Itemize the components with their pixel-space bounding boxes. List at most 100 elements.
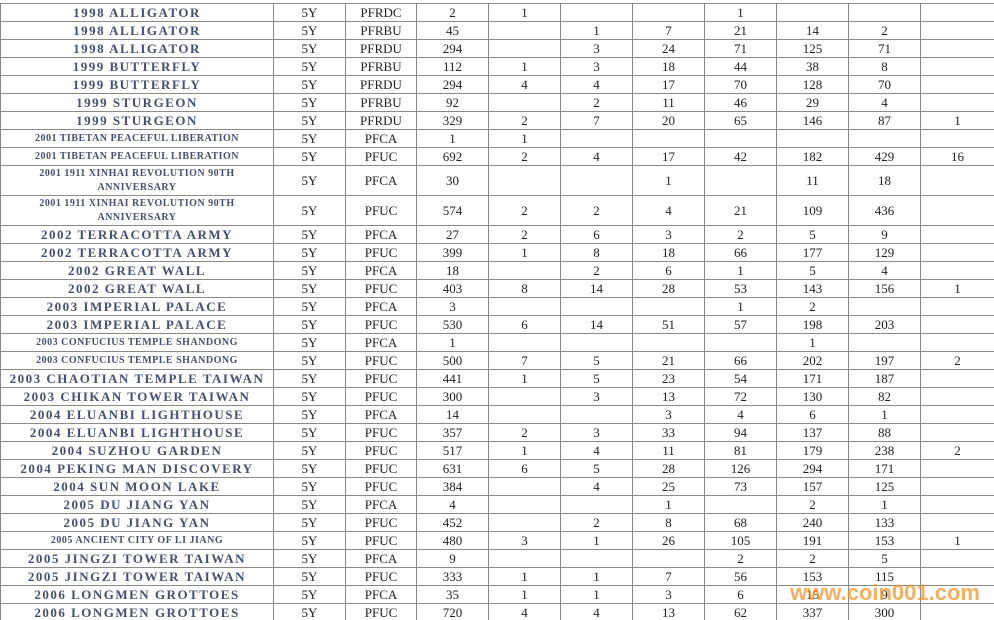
table-cell: 17 (632, 75, 705, 94)
table-cell: 14 (776, 21, 849, 40)
table-cell: 1 (704, 297, 777, 316)
table-cell (488, 39, 561, 58)
table-cell (488, 495, 561, 514)
table-cell: 5Y (273, 297, 346, 316)
table-cell: PFUC (345, 423, 417, 442)
table-cell: 109 (776, 195, 849, 226)
table-cell: 294 (776, 459, 849, 478)
table-cell: 1 (488, 567, 561, 586)
table-cell: 197 (848, 351, 921, 370)
table-cell: 1 (632, 495, 705, 514)
table-cell: 1 (704, 3, 777, 22)
table-cell: PFCA (345, 585, 417, 604)
table-cell: 88 (848, 423, 921, 442)
table-cell (704, 129, 777, 148)
table-cell: 1 (416, 333, 489, 352)
table-cell: 191 (776, 531, 849, 550)
table-cell: 631 (416, 459, 489, 478)
issue-name: 2002 TERRACOTTA ARMY (0, 225, 274, 244)
table-cell: 1 (632, 165, 705, 196)
table-cell: 300 (848, 603, 921, 620)
table-cell: 3 (560, 387, 633, 406)
table-cell: 7 (632, 21, 705, 40)
table-cell: 4 (704, 405, 777, 424)
table-cell: 35 (416, 585, 489, 604)
table-cell (704, 165, 777, 196)
table-cell (560, 333, 633, 352)
table-cell: 8 (848, 57, 921, 76)
table-cell: 4 (560, 75, 633, 94)
table-cell: 1 (560, 531, 633, 550)
table-cell: 8 (632, 513, 705, 532)
table-cell (632, 297, 705, 316)
table-cell: 21 (632, 351, 705, 370)
issue-name: 2002 GREAT WALL (0, 261, 274, 280)
table-cell: 5Y (273, 3, 346, 22)
table-cell: 73 (704, 477, 777, 496)
table-cell: PFCA (345, 129, 417, 148)
table-row: 2003 CHAOTIAN TEMPLE TAIWAN 5Y PFUC 441 1 5 23… (0, 369, 994, 388)
table-cell (920, 39, 994, 58)
table-cell: PFUC (345, 567, 417, 586)
table-cell: 5Y (273, 39, 346, 58)
table-cell: PFUC (345, 279, 417, 298)
table-cell: 5Y (273, 57, 346, 76)
table-cell: PFCA (345, 549, 417, 568)
table-cell: 2 (776, 549, 849, 568)
table-cell: 333 (416, 567, 489, 586)
issue-name: 2006 LONGMEN GROTTOES (0, 585, 274, 604)
table-cell: 9 (848, 225, 921, 244)
table-cell: 1 (560, 585, 633, 604)
table-cell (632, 129, 705, 148)
table-cell: 14 (416, 405, 489, 424)
table-cell: 5 (560, 351, 633, 370)
table-cell: 530 (416, 315, 489, 334)
table-cell: 2 (848, 21, 921, 40)
table-row: 2002 GREAT WALL 5Y PFUC 403 8 14 28 53 143 156 1 (0, 279, 994, 298)
table-cell (920, 459, 994, 478)
table-cell: 6 (488, 459, 561, 478)
issue-name: 1999 STURGEON (0, 111, 274, 130)
table-cell (920, 297, 994, 316)
issue-name: 2006 LONGMEN GROTTOES (0, 603, 274, 620)
table-cell: PFUC (345, 387, 417, 406)
issue-name: 2003 CHIKAN TOWER TAIWAN (0, 387, 274, 406)
table-cell: 4 (488, 75, 561, 94)
table-cell: 5Y (273, 243, 346, 262)
table-cell: 1 (920, 531, 994, 550)
table-row: 1999 BUTTERFLY 5Y PFRBU 112 1 3 18 44 38 8 (0, 57, 994, 76)
table-cell (920, 195, 994, 226)
table-cell: 429 (848, 147, 921, 166)
table-cell: 2 (920, 351, 994, 370)
table-cell: 125 (848, 477, 921, 496)
table-cell: 133 (848, 513, 921, 532)
issue-name: 2001 1911 XINHAI REVOLUTION 90TH ANNIVER… (0, 165, 274, 196)
table-row: 1999 STURGEON 5Y PFRBU 92 2 11 46 29 4 (0, 93, 994, 112)
table-cell: 26 (632, 531, 705, 550)
table-cell: 203 (848, 315, 921, 334)
table-cell: 517 (416, 441, 489, 460)
table-cell: PFCA (345, 165, 417, 196)
table-cell: 2 (488, 225, 561, 244)
table-cell: 1 (848, 405, 921, 424)
table-cell (920, 423, 994, 442)
table-cell (488, 405, 561, 424)
table-cell: 13 (632, 387, 705, 406)
table-cell: 5Y (273, 405, 346, 424)
table-cell: 5 (560, 369, 633, 388)
table-cell: PFUC (345, 459, 417, 478)
issue-name: 2004 ELUANBI LIGHTHOUSE (0, 423, 274, 442)
table-cell: 7 (560, 111, 633, 130)
table-cell: 70 (848, 75, 921, 94)
table-cell: PFUC (345, 369, 417, 388)
table-cell (920, 495, 994, 514)
table-cell (920, 549, 994, 568)
table-cell: 240 (776, 513, 849, 532)
table-cell (920, 3, 994, 22)
table-cell: 5Y (273, 387, 346, 406)
table-cell (920, 315, 994, 334)
table-cell: 6 (704, 585, 777, 604)
table-cell: 18 (416, 261, 489, 280)
table-cell: 5 (776, 225, 849, 244)
table-cell: 5Y (273, 333, 346, 352)
